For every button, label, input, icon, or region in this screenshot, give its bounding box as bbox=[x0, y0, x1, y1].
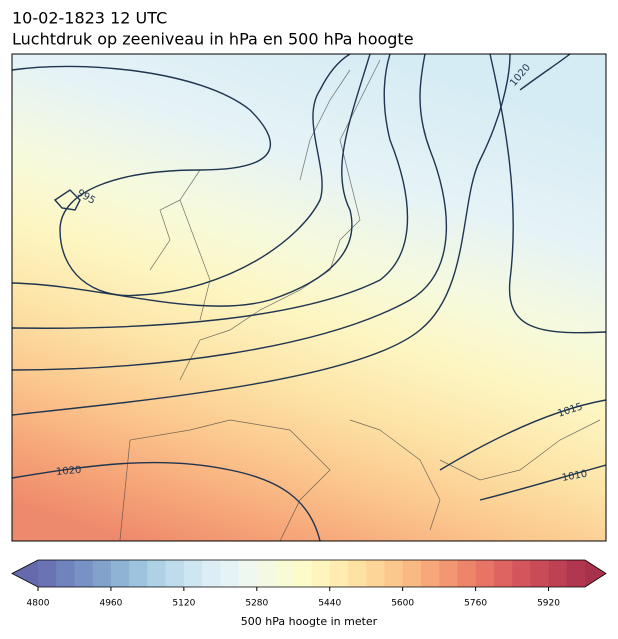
isobar bbox=[489, 54, 606, 334]
colorbar-segment bbox=[293, 560, 312, 587]
isobar bbox=[12, 54, 351, 297]
colorbar-label: 500 hPa hoogte in meter bbox=[241, 615, 378, 628]
colorbar-segment bbox=[183, 560, 203, 587]
colorbar-segment bbox=[457, 560, 476, 587]
colorbar-segment bbox=[512, 560, 531, 587]
tick-label: 5120 bbox=[172, 599, 195, 609]
colorbar-segment bbox=[220, 560, 239, 587]
colorbar-segment bbox=[147, 560, 166, 587]
map-frame bbox=[11, 53, 607, 542]
isobar bbox=[12, 54, 511, 416]
isobar bbox=[439, 399, 606, 471]
isobar bbox=[519, 54, 571, 91]
colorbar-segment bbox=[548, 560, 568, 587]
colorbar-segment bbox=[92, 560, 112, 587]
isobar bbox=[12, 54, 447, 371]
colorbar-under bbox=[12, 560, 38, 587]
tick-label: 5920 bbox=[537, 599, 560, 609]
colorbar-segment bbox=[347, 560, 367, 587]
isobar bbox=[12, 461, 321, 541]
tick-label: 5440 bbox=[318, 599, 341, 609]
colorbar-segment bbox=[566, 560, 586, 587]
tick-label: 4800 bbox=[27, 599, 50, 609]
isobar bbox=[53, 189, 81, 211]
colorbar-segment bbox=[329, 560, 349, 587]
colorbar-segment bbox=[165, 560, 185, 587]
colorbar-segment bbox=[256, 560, 276, 587]
title: 10-02-1823 12 UTC bbox=[12, 9, 167, 28]
colorbar-segment bbox=[475, 560, 495, 587]
isobar bbox=[12, 54, 409, 329]
tick-label: 5760 bbox=[464, 599, 487, 609]
colorbar-segment bbox=[366, 560, 385, 587]
isobar bbox=[479, 464, 606, 501]
colorbar-segment bbox=[275, 560, 294, 587]
tick-label: 5280 bbox=[245, 599, 268, 609]
colorbar-segment bbox=[384, 560, 403, 587]
colorbar-segment bbox=[311, 560, 331, 587]
colorbar-segment bbox=[110, 560, 130, 587]
coastline bbox=[119, 59, 601, 541]
colorbar-over bbox=[585, 560, 606, 587]
colorbar-segment bbox=[202, 560, 221, 587]
colorbar-segment bbox=[402, 560, 422, 587]
height-field bbox=[12, 54, 606, 541]
colorbar-segment bbox=[420, 560, 440, 587]
colorbar-segment bbox=[530, 560, 549, 587]
subtitle: Luchtdruk op zeeniveau in hPa en 500 hPa… bbox=[12, 30, 414, 49]
tick-label: 4960 bbox=[99, 599, 122, 609]
colorbar: 4800 4960 5120 5280 5440 5600 5760 5920 bbox=[11, 559, 607, 609]
map: 995 1020 1015 1010 1020 bbox=[12, 54, 606, 541]
isobar bbox=[12, 54, 371, 307]
contour-label: 1020 bbox=[56, 465, 82, 478]
colorbar-segment bbox=[38, 560, 57, 587]
colorbar-segment bbox=[238, 560, 258, 587]
colorbar-segment bbox=[439, 560, 458, 587]
colorbar-segment bbox=[74, 560, 93, 587]
colorbar-segment bbox=[493, 560, 513, 587]
colorbar-segment bbox=[56, 560, 75, 587]
tick-label: 5600 bbox=[391, 599, 414, 609]
contour-label: 1010 bbox=[561, 469, 588, 484]
colorbar-segment bbox=[129, 560, 148, 587]
